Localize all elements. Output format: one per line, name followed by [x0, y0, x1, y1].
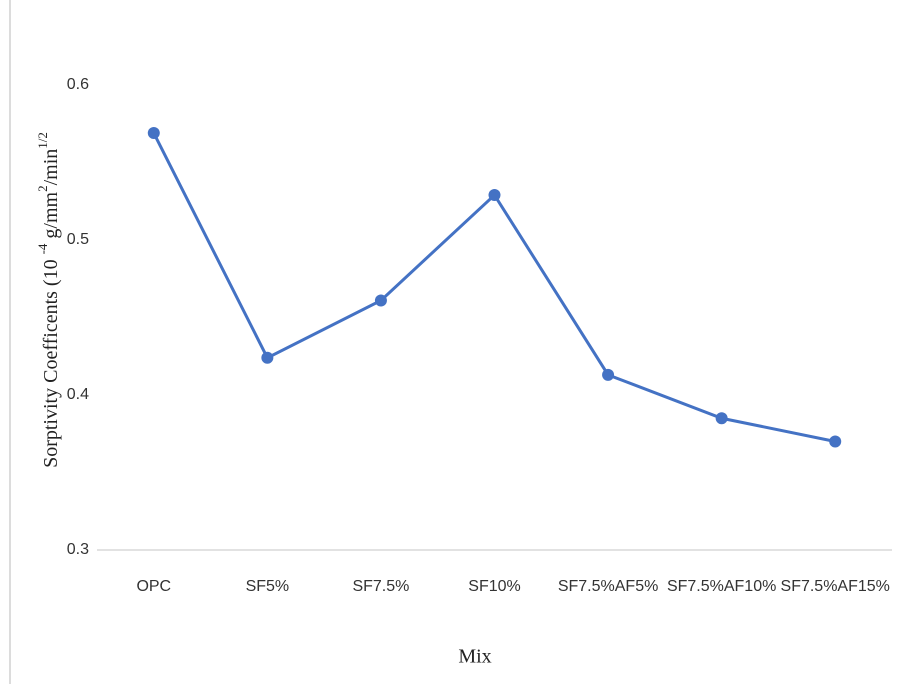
x-axis-label: Mix	[458, 646, 491, 668]
y-tick-label: 0.3	[67, 541, 89, 558]
data-point	[829, 435, 842, 448]
data-point	[261, 351, 274, 364]
data-point	[715, 412, 728, 425]
x-tick-label: SF7.5%AF10%	[667, 578, 776, 595]
y-axis-label: Sorptivity Coefficents (10 -4 g/mm2/min1…	[35, 132, 62, 468]
y-label-part: Sorptivity Coefficents (10	[40, 254, 62, 468]
y-label-sup: 2	[35, 185, 50, 192]
y-label-part: /min	[40, 149, 62, 186]
y-tick-label: 0.4	[67, 386, 89, 403]
data-point	[147, 127, 160, 140]
x-tick-label: SF7.5%AF15%	[781, 578, 890, 595]
series-line	[152, 132, 836, 443]
data-point	[602, 368, 615, 381]
x-tick-label: SF5%	[246, 578, 290, 595]
y-tick-label: 0.6	[67, 76, 89, 93]
y-label-sup: -4	[35, 243, 50, 254]
x-tick-label: OPC	[136, 578, 171, 595]
y-label-part: g/mm	[40, 191, 62, 243]
y-tick-label: 0.5	[67, 231, 89, 248]
x-tick-label: SF7.5%AF5%	[558, 578, 658, 595]
x-tick-label: SF10%	[468, 578, 520, 595]
y-label-sup: 1/2	[35, 132, 50, 149]
data-point	[488, 189, 501, 202]
x-tick-label: SF7.5%	[352, 578, 409, 595]
data-point	[374, 294, 387, 307]
